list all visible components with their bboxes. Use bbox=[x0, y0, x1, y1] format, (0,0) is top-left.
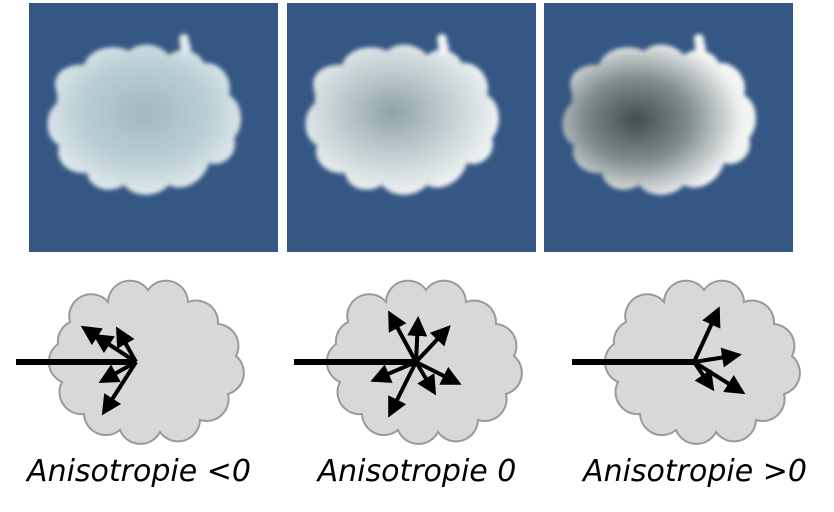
scatter-arrow bbox=[388, 361, 418, 418]
scatter-arrow bbox=[407, 316, 428, 363]
panel-anisotropy-negative: Anisotropie <0 bbox=[0, 0, 278, 512]
cloud-render-image bbox=[287, 3, 536, 252]
scatter-arrow bbox=[692, 360, 715, 392]
scatter-arrow bbox=[693, 347, 742, 368]
anisotropy-caption: Anisotropie >0 bbox=[583, 454, 807, 489]
scatter-arrow bbox=[692, 360, 746, 395]
scatter-arrow bbox=[370, 360, 417, 383]
scatter-arrow bbox=[98, 360, 137, 383]
panel-anisotropy-positive: Anisotropie >0 bbox=[544, 0, 834, 512]
scatter-arrow bbox=[101, 360, 138, 416]
cloud-shape bbox=[47, 279, 245, 445]
anisotropy-caption: Anisotropie <0 bbox=[27, 454, 251, 489]
scatter-arrow bbox=[414, 360, 437, 396]
scatter-arrow bbox=[388, 310, 418, 363]
scattering-diagram bbox=[278, 262, 556, 452]
panel-anisotropy-zero: Anisotropie 0 bbox=[278, 0, 556, 512]
scatter-arrow bbox=[415, 360, 462, 385]
cloud-render-image bbox=[544, 3, 793, 252]
scatter-arrow bbox=[116, 326, 138, 363]
cloud-shape bbox=[325, 279, 523, 445]
scatter-arrow bbox=[92, 333, 138, 364]
scatter-arrow bbox=[414, 325, 451, 364]
anisotropy-caption: Anisotropie 0 bbox=[317, 454, 517, 489]
scattering-diagram bbox=[0, 262, 278, 452]
cloud-render-image bbox=[29, 3, 278, 252]
scattering-diagram bbox=[556, 262, 834, 452]
scatter-arrow bbox=[692, 306, 721, 363]
